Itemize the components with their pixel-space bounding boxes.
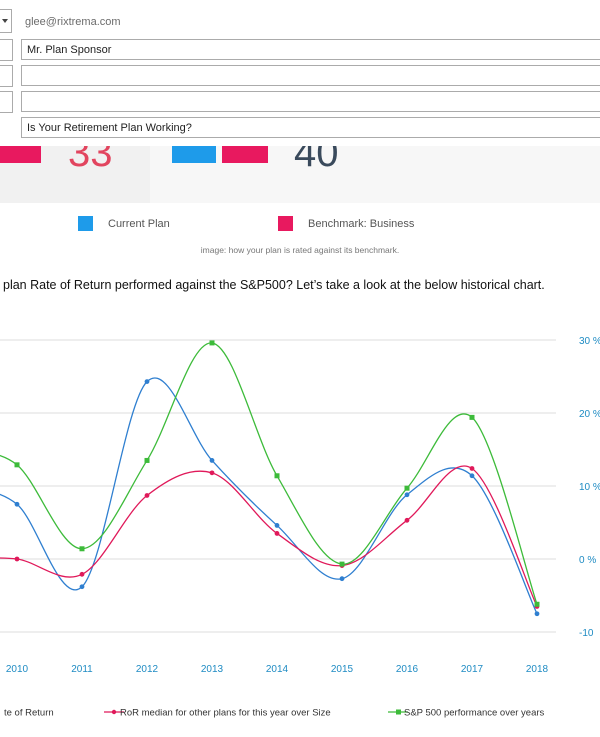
data-point <box>469 473 475 479</box>
x-tick-label: 2017 <box>461 664 484 675</box>
y-tick-label: 10 % <box>579 482 600 493</box>
y-tick-label: 20 % <box>579 409 600 420</box>
bcc-field[interactable] <box>21 91 600 112</box>
to-button[interactable] <box>0 39 13 61</box>
data-point <box>339 576 345 582</box>
subject-field[interactable]: Is Your Retirement Plan Working? <box>21 117 600 138</box>
benchmark-label: Benchmark: Business <box>308 218 415 230</box>
data-point <box>534 611 540 617</box>
from-address: glee@rixtrema.com <box>25 16 121 28</box>
benchmark-bar <box>222 146 268 163</box>
series-line <box>0 465 538 607</box>
current-score-bar <box>0 146 41 163</box>
data-point <box>14 556 20 562</box>
question-text: plan Rate of Return performed against th… <box>3 278 545 292</box>
legend-label: RoR median for other plans for this year… <box>120 708 331 719</box>
current-score: 33 <box>68 146 113 175</box>
benchmark-current-bar <box>172 146 216 163</box>
x-tick-label: 2016 <box>396 664 419 675</box>
series-line <box>0 377 538 615</box>
data-point <box>209 458 215 463</box>
score-graphic: 33 40 <box>0 146 339 175</box>
benchmark-swatch <box>278 216 293 231</box>
email-header: glee@rixtrema.com Mr. Plan Sponsor Is Yo… <box>0 0 600 146</box>
data-point <box>404 492 410 498</box>
chevron-down-icon <box>2 19 8 23</box>
x-tick-label: 2013 <box>201 664 224 675</box>
data-point <box>79 584 85 590</box>
current-plan-label: Current Plan <box>108 218 170 230</box>
data-point <box>469 414 475 420</box>
from-dropdown[interactable] <box>0 9 12 33</box>
x-tick-label: 2010 <box>6 664 29 675</box>
data-point <box>144 493 150 498</box>
legend-marker <box>396 709 401 715</box>
data-point <box>274 523 280 528</box>
data-point <box>14 501 20 507</box>
x-tick-label: 2014 <box>266 664 289 675</box>
to-field[interactable]: Mr. Plan Sponsor <box>21 39 600 60</box>
cc-button[interactable] <box>0 65 13 87</box>
data-point <box>209 470 215 476</box>
y-tick-label: 0 % <box>579 555 596 566</box>
data-point <box>144 379 150 385</box>
data-point <box>144 457 150 463</box>
data-point <box>534 601 540 607</box>
data-point <box>79 546 85 552</box>
data-point <box>469 466 475 471</box>
benchmark-score: 40 <box>294 146 339 175</box>
image-caption: image: how your plan is rated against it… <box>200 245 400 255</box>
data-point <box>79 571 85 577</box>
data-point <box>14 462 20 468</box>
legend-marker <box>111 709 117 715</box>
y-tick-label: 30 % <box>579 336 600 347</box>
x-tick-label: 2018 <box>526 664 549 675</box>
cc-field[interactable] <box>21 65 600 86</box>
x-tick-label: 2011 <box>71 664 93 675</box>
data-point <box>404 517 410 523</box>
data-point <box>339 561 345 567</box>
data-point <box>274 531 280 536</box>
data-point <box>404 485 410 491</box>
series-line <box>0 342 538 605</box>
x-tick-label: 2015 <box>331 664 354 675</box>
current-plan-swatch <box>78 216 93 231</box>
x-tick-label: 2012 <box>136 664 159 675</box>
ror-line-chart: 30 % 20 % 10 % 0 % -10 2010 2011 2012 2013 2014 20… <box>0 336 600 719</box>
legend-label: te of Return <box>4 708 54 719</box>
data-point <box>274 473 280 479</box>
bcc-button[interactable] <box>0 91 13 113</box>
data-point <box>209 340 215 346</box>
score-tiles <box>0 146 600 203</box>
legend-label: S&P 500 performance over years <box>404 708 545 719</box>
y-tick-label: -10 <box>579 628 594 639</box>
